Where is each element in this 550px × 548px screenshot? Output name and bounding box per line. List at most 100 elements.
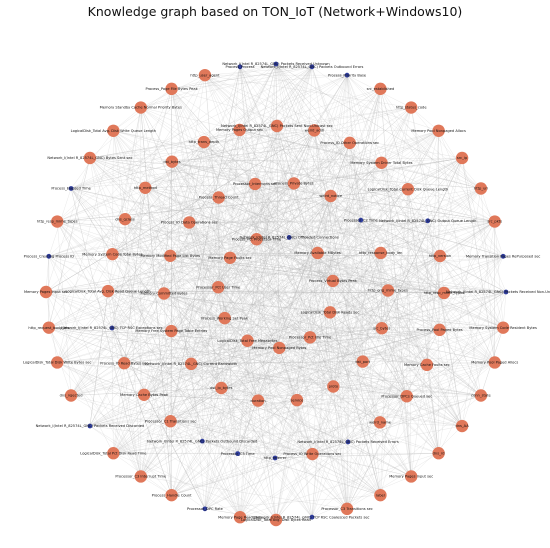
graph-edge	[293, 183, 439, 454]
graph-edge	[89, 157, 219, 198]
graph-edge	[189, 222, 298, 401]
graph-edge	[237, 361, 363, 454]
graph-edge	[426, 364, 482, 396]
graph-edge	[71, 188, 381, 254]
graph-node	[503, 289, 509, 295]
graph-edge	[274, 457, 348, 509]
graph-node	[134, 470, 148, 483]
graph-edge	[113, 362, 495, 454]
graph-edge	[89, 329, 440, 427]
graph-edge	[171, 88, 318, 254]
graph-node	[165, 324, 178, 338]
node-label: Process_IO Data Operations sec	[161, 221, 218, 225]
graph-edge	[279, 347, 298, 401]
graph-edge	[218, 162, 382, 288]
graph-edge	[346, 75, 482, 396]
graph-edge	[311, 66, 361, 221]
graph-edge	[346, 291, 507, 509]
graph-edge	[276, 107, 412, 127]
node-label: Memory Available MBytes	[294, 251, 340, 255]
graph-node	[118, 212, 132, 226]
graph-edge	[124, 107, 412, 364]
node-label: LogicalDisk_Total Disk Write Bytes sec	[23, 361, 91, 365]
graph-edge	[171, 195, 331, 332]
graph-edge	[191, 363, 241, 518]
graph-edge	[171, 161, 333, 282]
graph-edge	[48, 256, 141, 477]
graph-edge	[48, 257, 231, 328]
graph-edge	[140, 222, 190, 477]
graph-edge	[57, 362, 172, 496]
graph-node	[184, 357, 198, 371]
graph-edge	[57, 218, 126, 222]
graph-edge	[224, 188, 481, 319]
graph-node	[164, 249, 177, 262]
graph-edge	[124, 363, 313, 455]
graph-edge	[256, 239, 363, 362]
graph-edge	[57, 362, 276, 459]
graph-edge	[346, 255, 441, 509]
graph-edge	[333, 252, 381, 387]
graph-node	[157, 287, 171, 300]
graph-edge	[171, 292, 445, 332]
graph-edge	[170, 129, 240, 422]
graph-edge	[124, 219, 141, 477]
graph-edge	[239, 66, 298, 401]
graph-edge	[171, 161, 504, 257]
graph-edge	[170, 421, 276, 459]
graph-edge	[89, 157, 333, 282]
graph-edge	[346, 453, 439, 509]
graph-edge	[239, 63, 277, 131]
node-label: Process_IO Write Operations sec	[283, 452, 341, 456]
graph-edge	[57, 88, 381, 222]
graph-edge	[275, 290, 389, 521]
graph-edge	[189, 222, 334, 387]
graph-edge	[45, 157, 91, 293]
graph-edge	[346, 75, 504, 257]
graph-edge	[333, 386, 407, 397]
graph-edge	[204, 107, 412, 509]
graph-node	[241, 334, 254, 347]
graph-edge	[276, 125, 463, 159]
graph-node	[250, 233, 263, 246]
graph-edge	[380, 189, 409, 496]
graph-edge	[171, 255, 441, 332]
graph-edge	[275, 252, 318, 521]
graph-edge	[218, 88, 381, 198]
graph-edge	[311, 75, 348, 518]
graph-edge	[203, 141, 280, 348]
graph-edge	[112, 107, 141, 255]
graph-edge	[257, 221, 495, 401]
graph-edge	[275, 63, 428, 365]
graph-edge	[112, 129, 240, 255]
graph-edge	[329, 220, 361, 313]
node-label: Memory Pool Paged Allocs	[471, 361, 518, 365]
graph-edge	[48, 327, 114, 454]
graph-edge	[202, 292, 445, 442]
graph-edge	[163, 293, 225, 319]
graph-edge	[310, 328, 382, 338]
node-label: weird_addl	[305, 129, 324, 133]
graph-edge	[145, 88, 172, 188]
node-label: Network_I(Intel R_82574L_GNC) Packets Se…	[221, 124, 333, 128]
graph-edge	[380, 88, 412, 477]
graph-edge	[247, 157, 463, 341]
graph-edge	[218, 221, 495, 288]
graph-edge	[57, 75, 206, 222]
graph-edge	[113, 257, 231, 454]
graph-edge	[48, 157, 91, 328]
graph-edge	[140, 195, 331, 477]
node-label: Network_I(Intel R_82574L_GNC) Packets Re…	[297, 440, 398, 444]
graph-edge	[276, 125, 407, 397]
graph-edge	[254, 183, 389, 291]
graph-edge	[218, 287, 280, 349]
node-label: Process_Priority Base	[328, 73, 367, 77]
graph-edge	[57, 221, 241, 518]
graph-edge	[275, 453, 439, 459]
graph-edge	[346, 396, 407, 509]
graph-node	[488, 356, 501, 369]
graph-edge	[380, 422, 463, 427]
node-label: Network_I(Intel R_82574L_GNC) Current Ba…	[145, 362, 237, 366]
graph-edge	[439, 157, 463, 257]
graph-edge	[407, 189, 440, 330]
